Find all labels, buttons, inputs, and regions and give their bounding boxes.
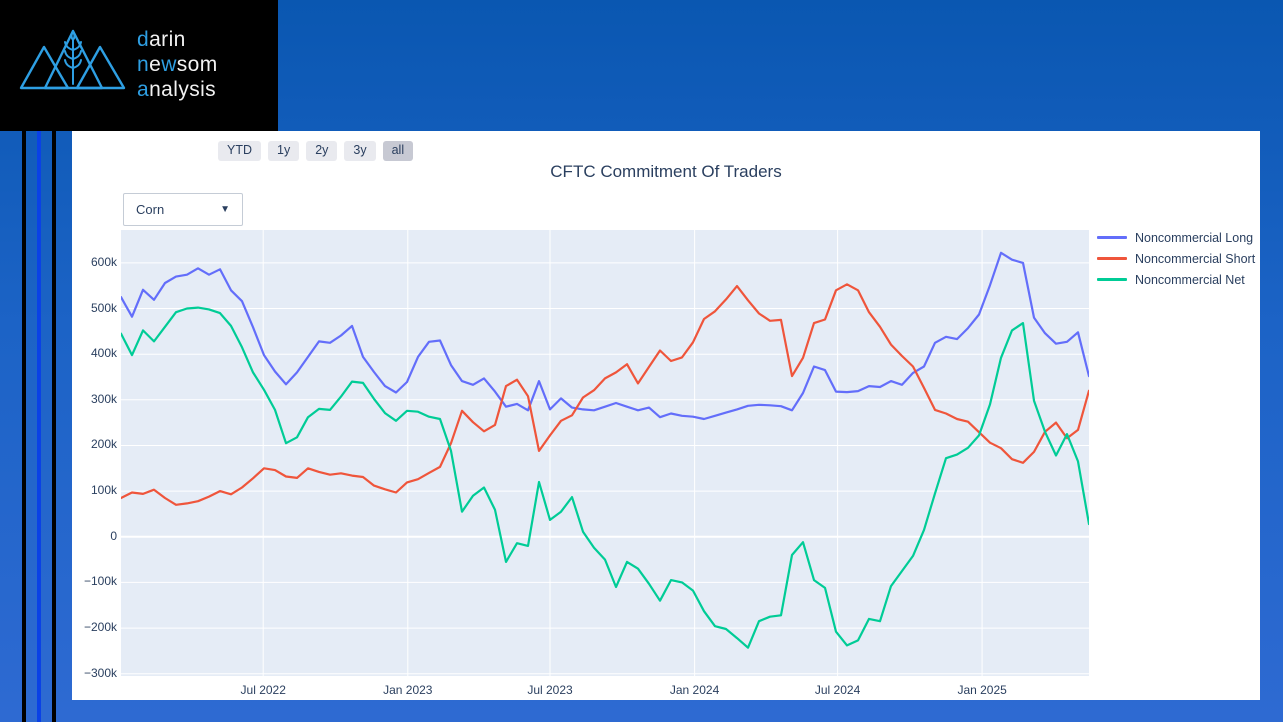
y-tick-label: 600k [90,254,117,269]
range-button-2y[interactable]: 2y [306,141,338,161]
y-tick-label: 500k [90,300,117,315]
legend: Noncommercial Long Noncommercial Short Non… [1097,227,1255,290]
logo-text: darin newsom analysis [137,28,218,101]
left-stripe-blue [37,131,41,722]
chevron-down-icon: ▼ [220,204,230,215]
range-button-all[interactable]: all [382,141,414,161]
logo-mountains-wheat-icon [19,29,126,90]
x-tick-label: Jan 2024 [669,683,720,697]
legend-item-noncommercial-net[interactable]: Noncommercial Net [1097,269,1255,290]
y-tick-label: −100k [83,574,117,589]
chart-title: CFTC Commitment Of Traders [550,162,782,181]
series-line-noncommercial-net [121,306,1089,649]
legend-label: Noncommercial Net [1135,272,1245,287]
y-tick-label: −300k [83,665,117,680]
legend-label: Noncommercial Long [1135,230,1254,245]
plot-area[interactable] [121,230,1089,676]
logo-link[interactable]: darin newsom analysis [0,0,278,131]
series-line-noncommercial-short [121,283,1089,506]
range-button-3y[interactable]: 3y [344,141,376,161]
commodity-dropdown-value: Corn [136,202,165,217]
x-tick-label: Jan 2023 [383,683,433,697]
y-tick-label: −200k [83,620,117,635]
series-line-noncommercial-long [121,251,1089,421]
x-tick-label: Jul 2024 [814,683,861,697]
chart-card: YTD 1y 2y 3y all CFTC Commitment Of Traders … [72,131,1260,700]
x-tick-label: Jul 2022 [240,683,286,697]
commodity-dropdown[interactable]: Corn ▼ [123,193,243,226]
y-tick-label: 300k [90,391,117,406]
x-tick-label: Jul 2023 [527,683,573,697]
y-tick-label: 0 [110,528,117,543]
y-tick-label: 200k [90,437,117,452]
left-stripe-black-1 [22,131,26,722]
range-selector: YTD 1y 2y 3y all [218,141,414,161]
legend-item-noncommercial-long[interactable]: Noncommercial Long [1097,227,1255,248]
y-tick-label: 100k [90,483,117,498]
x-tick-label: Jan 2025 [957,683,1007,697]
legend-item-noncommercial-short[interactable]: Noncommercial Short [1097,248,1255,269]
legend-line-swatch [1097,236,1127,239]
legend-line-swatch [1097,278,1127,281]
legend-line-swatch [1097,257,1127,260]
left-stripe-black-2 [52,131,56,722]
y-tick-label: 400k [90,346,117,361]
range-button-ytd[interactable]: YTD [218,141,261,161]
logo-bar: darin newsom analysis [0,0,278,131]
legend-label: Noncommercial Short [1135,251,1256,266]
range-button-1y[interactable]: 1y [268,141,300,161]
